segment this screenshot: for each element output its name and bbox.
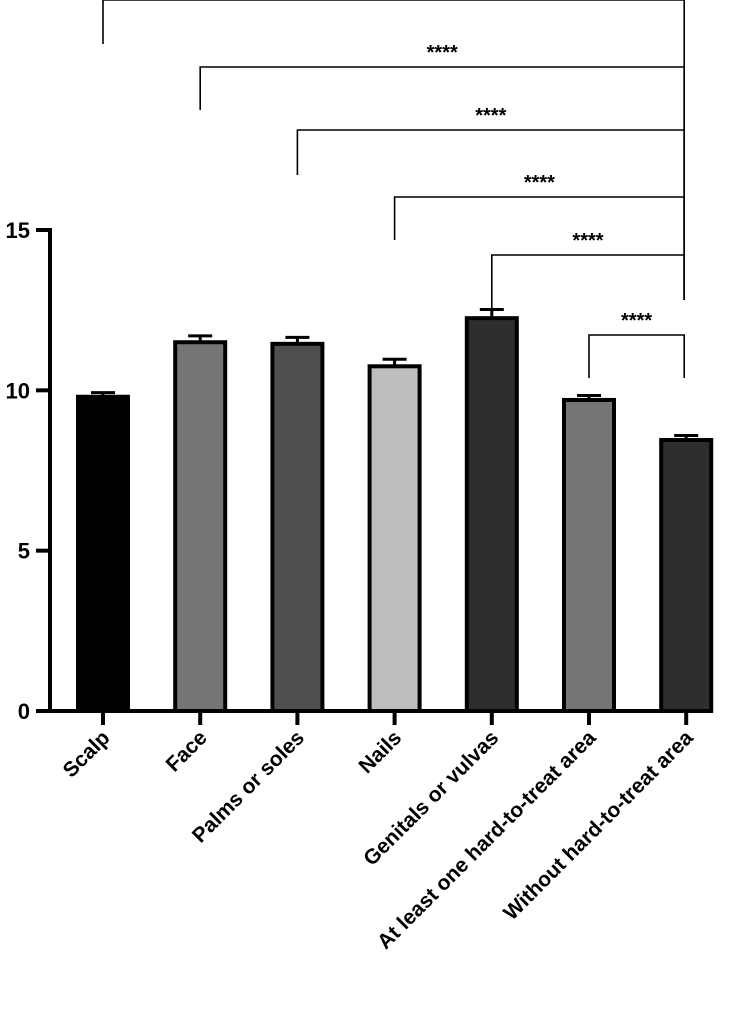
y-tick-label-5: 5	[18, 539, 30, 564]
comparison-bracket-5	[491, 254, 685, 310]
category-label-1: Scalp	[59, 726, 115, 782]
comparison-bracket-1	[102, 0, 685, 240]
significance-label-5: ****	[572, 230, 603, 252]
category-label-2: Face	[162, 726, 212, 776]
significance-label-4: ****	[524, 172, 555, 194]
comparison-bracket-6	[588, 334, 685, 378]
y-tick-label-10: 10	[6, 378, 30, 403]
significance-label-6: ****	[621, 310, 652, 332]
y-tick-label-0: 0	[18, 699, 30, 724]
comparison-bracket-2	[199, 66, 685, 300]
bar-5	[464, 316, 519, 713]
comparison-bracket-3	[296, 129, 685, 300]
bar-3	[270, 341, 325, 713]
bar-1	[76, 394, 130, 713]
category-label-4: Nails	[354, 726, 406, 778]
bar-2	[173, 340, 228, 713]
bar-4	[367, 364, 422, 713]
axes	[36, 228, 712, 725]
bar-7	[659, 438, 714, 713]
significance-brackets: **** **** **** **** ****	[102, 0, 685, 378]
significance-label-2: ****	[427, 42, 458, 64]
significance-label-3: ****	[475, 105, 506, 127]
bars	[76, 308, 714, 713]
comparison-bracket-4	[393, 196, 685, 300]
y-tick-label-15: 15	[6, 218, 30, 243]
bar-6	[562, 397, 616, 713]
category-label-7: Without hard-to-treat area	[499, 726, 698, 925]
